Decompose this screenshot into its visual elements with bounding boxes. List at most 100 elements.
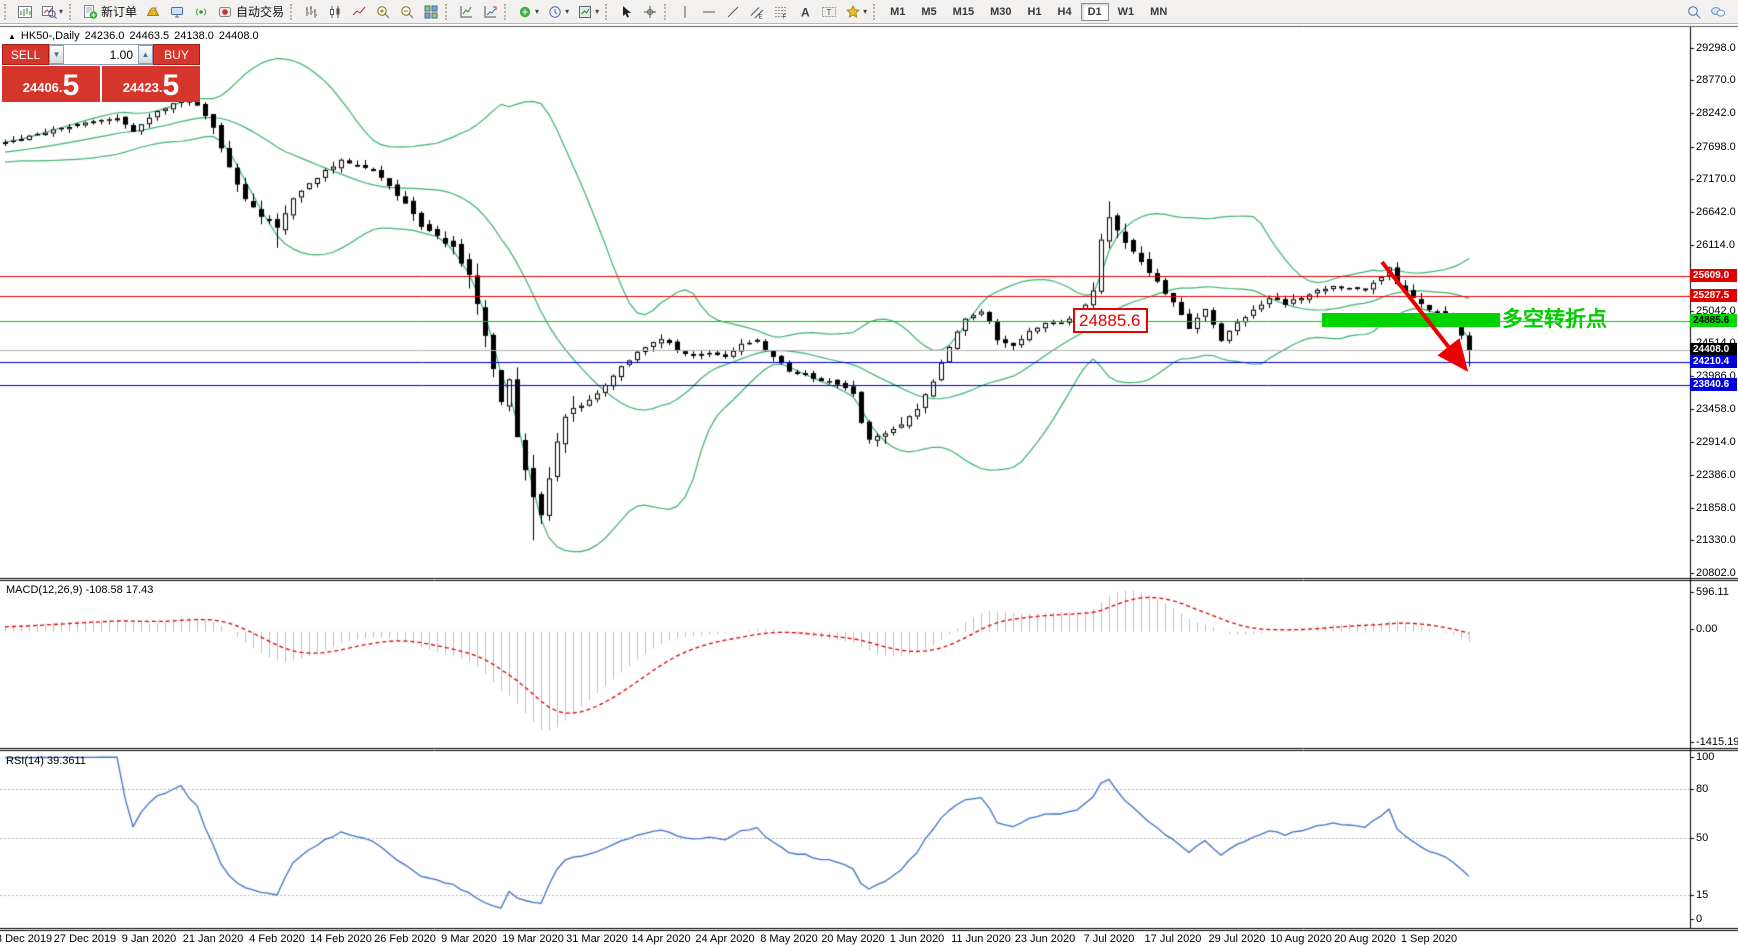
svg-text:T: T bbox=[827, 8, 832, 17]
price-label-chip: 25287.5 bbox=[1690, 288, 1737, 302]
rsi-axis-tick: 80 bbox=[1696, 783, 1709, 796]
down-arrow[interactable] bbox=[1370, 252, 1470, 374]
rsi-axis-tick: 0 bbox=[1696, 913, 1703, 925]
shapes-icon bbox=[846, 4, 860, 18]
date-axis-label: 26 Feb 2020 bbox=[374, 933, 436, 945]
dropdown-caret-icon[interactable]: ▾ bbox=[59, 7, 64, 16]
cursor-button[interactable] bbox=[615, 1, 637, 23]
dropdown-caret-icon[interactable]: ▾ bbox=[565, 7, 570, 16]
timeframe-button-M1[interactable]: M1 bbox=[890, 5, 906, 18]
shapes-button[interactable]: ▾ bbox=[842, 1, 870, 23]
date-axis-label: 1 Jun 2020 bbox=[889, 933, 945, 945]
zoom-out-button[interactable] bbox=[396, 1, 418, 23]
timeframe-button-M30[interactable]: M30 bbox=[990, 5, 1012, 18]
timeframe-button-D1[interactable]: D1 bbox=[1080, 2, 1109, 21]
cycles-button[interactable]: ▾ bbox=[544, 1, 572, 23]
buy-price-panel[interactable]: 24423. 5 bbox=[102, 66, 200, 102]
zone-text-label[interactable]: 多空转折点 bbox=[1502, 308, 1607, 331]
timeframe-button-W1[interactable]: W1 bbox=[1117, 5, 1135, 18]
supply-zone-rectangle[interactable] bbox=[1322, 313, 1500, 327]
toolbar-drag-handle[interactable] bbox=[664, 3, 671, 20]
buy-button[interactable]: BUY bbox=[153, 44, 200, 65]
volume-decrease-button[interactable]: ▼ bbox=[49, 45, 64, 64]
crosshair-button[interactable] bbox=[639, 1, 661, 23]
tile-windows-icon bbox=[424, 5, 438, 18]
toolbar-drag-handle[interactable] bbox=[4, 3, 11, 20]
buy-price-main: 24423. bbox=[122, 80, 163, 95]
timeframe-button-M15[interactable]: M15 bbox=[952, 5, 975, 18]
price-axis-tick: 20802.0 bbox=[1696, 567, 1736, 579]
dropdown-caret-icon[interactable]: ▾ bbox=[535, 7, 540, 16]
profiles-button[interactable]: ▾ bbox=[38, 1, 66, 23]
toolbar-drag-handle[interactable] bbox=[69, 3, 76, 20]
date-axis-label: 27 Dec 2019 bbox=[53, 933, 117, 945]
vertical-line-button[interactable] bbox=[674, 1, 696, 23]
toolbar-group bbox=[443, 1, 502, 23]
timeframe-button-M5[interactable]: M5 bbox=[921, 5, 937, 18]
add-indicator-button[interactable]: ▾ bbox=[514, 1, 542, 23]
candlestick-icon bbox=[330, 5, 340, 18]
community-icon bbox=[1711, 6, 1726, 17]
text-label-button[interactable]: T bbox=[818, 1, 840, 23]
rsi-axis-tick: 15 bbox=[1696, 888, 1709, 901]
sell-button[interactable]: SELL bbox=[2, 44, 49, 65]
horizontal-line-button[interactable] bbox=[698, 1, 720, 23]
dropdown-caret-icon[interactable]: ▾ bbox=[595, 7, 600, 16]
signals-button[interactable] bbox=[190, 1, 212, 23]
date-axis-label: 29 Jul 2020 bbox=[1208, 933, 1266, 945]
gold-bar-button[interactable] bbox=[142, 1, 164, 23]
dropdown-caret-icon[interactable]: ▾ bbox=[863, 7, 868, 16]
toolbar-right-icons bbox=[1682, 1, 1730, 23]
line-chart-button[interactable] bbox=[348, 1, 370, 23]
new-order-button[interactable]: 新订单 bbox=[79, 1, 140, 23]
volume-increase-button[interactable]: ▲ bbox=[138, 45, 153, 64]
candlestick-button[interactable] bbox=[324, 1, 346, 23]
sell-price-panel[interactable]: 24406. 5 bbox=[2, 66, 100, 102]
svg-text:F: F bbox=[783, 14, 787, 20]
text-button[interactable]: A bbox=[794, 1, 816, 23]
toolbar-drag-handle[interactable] bbox=[290, 3, 297, 20]
toolbar-group bbox=[288, 1, 443, 23]
fibonacci-icon: F bbox=[775, 6, 788, 20]
community-button[interactable] bbox=[1707, 1, 1729, 23]
toolbar-drag-handle[interactable] bbox=[445, 3, 452, 20]
strategy-tester-button[interactable] bbox=[455, 1, 477, 23]
tile-windows-button[interactable] bbox=[420, 1, 442, 23]
date-axis-label: 23 Jun 2020 bbox=[1014, 933, 1076, 945]
toolbar-drag-handle[interactable] bbox=[504, 3, 511, 20]
fibonacci-button[interactable]: F bbox=[770, 1, 792, 23]
data-window-button[interactable] bbox=[479, 1, 501, 23]
toolbar-drag-handle[interactable] bbox=[605, 3, 612, 20]
horizontal-line-icon bbox=[703, 11, 716, 12]
channel-button[interactable]: E bbox=[746, 1, 768, 23]
collapse-triangle-icon[interactable]: ▲ bbox=[8, 32, 16, 41]
gold-bar-icon bbox=[146, 7, 160, 16]
date-axis-label: 8 May 2020 bbox=[760, 933, 818, 945]
new-chart-icon bbox=[18, 5, 32, 18]
timeframe-button-H1[interactable]: H1 bbox=[1027, 5, 1042, 18]
price-axis-tick: 21858.0 bbox=[1696, 501, 1736, 514]
line-chart-icon bbox=[352, 6, 366, 15]
price-axis-tick: 27170.0 bbox=[1696, 173, 1736, 186]
date-axis-label: 20 Aug 2020 bbox=[1334, 933, 1396, 945]
new-chart-button[interactable] bbox=[14, 1, 36, 23]
zoom-in-button[interactable] bbox=[372, 1, 394, 23]
date-axis-label: 1 Sep 2020 bbox=[1400, 933, 1458, 945]
toolbar-drag-handle[interactable] bbox=[873, 3, 880, 20]
data-window-icon bbox=[484, 5, 497, 17]
trendline-button[interactable] bbox=[722, 1, 744, 23]
volume-input[interactable]: 1.00 bbox=[109, 48, 133, 62]
terminal-button[interactable] bbox=[166, 1, 188, 23]
autotrading-button[interactable]: 自动交易 bbox=[214, 1, 287, 23]
annotation-price-box[interactable]: 24885.6 bbox=[1073, 308, 1148, 333]
price-axis-tick: 26642.0 bbox=[1696, 205, 1736, 218]
text-icon: A bbox=[801, 5, 810, 19]
timeframe-button-MN[interactable]: MN bbox=[1150, 5, 1168, 18]
ohlc-close: 24408.0 bbox=[218, 30, 259, 42]
search-button[interactable] bbox=[1683, 1, 1705, 23]
cycles-icon bbox=[549, 5, 561, 18]
templates-button[interactable]: ▾ bbox=[574, 1, 602, 23]
bar-chart-button[interactable] bbox=[300, 1, 322, 23]
timeframe-button-H4[interactable]: H4 bbox=[1057, 5, 1072, 18]
